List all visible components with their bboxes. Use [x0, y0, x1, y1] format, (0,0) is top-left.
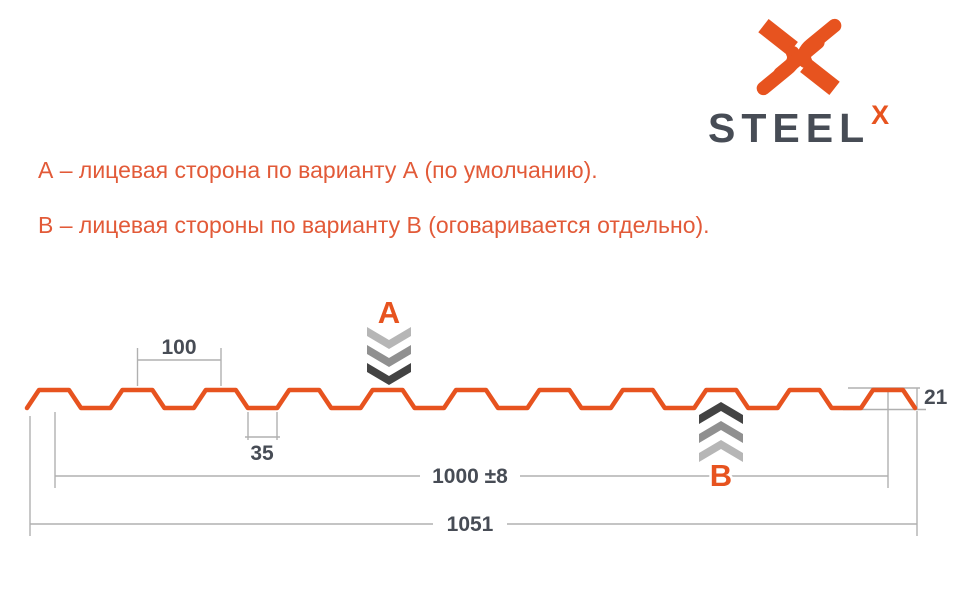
- side-b-letter: B: [710, 458, 732, 493]
- dimension-rib-pitch: 100: [136, 336, 222, 386]
- profile-drawing: 100 35 21 1000 ±8: [24, 293, 948, 536]
- logo-center-band: [773, 35, 825, 81]
- dim-label-profile-height: 21: [924, 386, 948, 409]
- chevron-down-icon: [367, 363, 411, 385]
- variant-a-note: А – лицевая сторона по варианту А (по ум…: [38, 157, 598, 183]
- brand-x-superscript: X: [871, 100, 890, 130]
- dim-label-overall-width: 1051: [447, 513, 494, 536]
- chevron-up-icon: [699, 440, 743, 462]
- logo-bottom-right-bar: [800, 58, 840, 95]
- logo-top-left-bar: [758, 19, 798, 56]
- side-a-marker: A: [367, 293, 411, 385]
- dimension-overall-width: 1051: [29, 411, 918, 536]
- dimension-working-width: 1000 ±8: [54, 392, 889, 488]
- dim-label-rib-base: 35: [250, 442, 274, 465]
- chevron-down-icon: [367, 327, 411, 349]
- side-a-letter: A: [378, 295, 400, 330]
- profile-outline: [24, 387, 918, 411]
- chevron-up-icon: [699, 402, 743, 424]
- chevron-down-icon: [367, 345, 411, 367]
- chevron-up-icon: [699, 421, 743, 443]
- variant-b-note: В – лицевая стороны по варианту В (огова…: [38, 212, 710, 238]
- steelx-logo-icon: [756, 18, 842, 96]
- brand-wordmark: STEEL X: [708, 102, 889, 151]
- dimension-rib-base: 35: [245, 412, 280, 465]
- dim-label-working-width: 1000 ±8: [432, 465, 508, 488]
- side-b-marker: B: [699, 402, 743, 496]
- dim-label-rib-pitch: 100: [161, 336, 196, 359]
- brand-name: STEEL: [708, 105, 871, 151]
